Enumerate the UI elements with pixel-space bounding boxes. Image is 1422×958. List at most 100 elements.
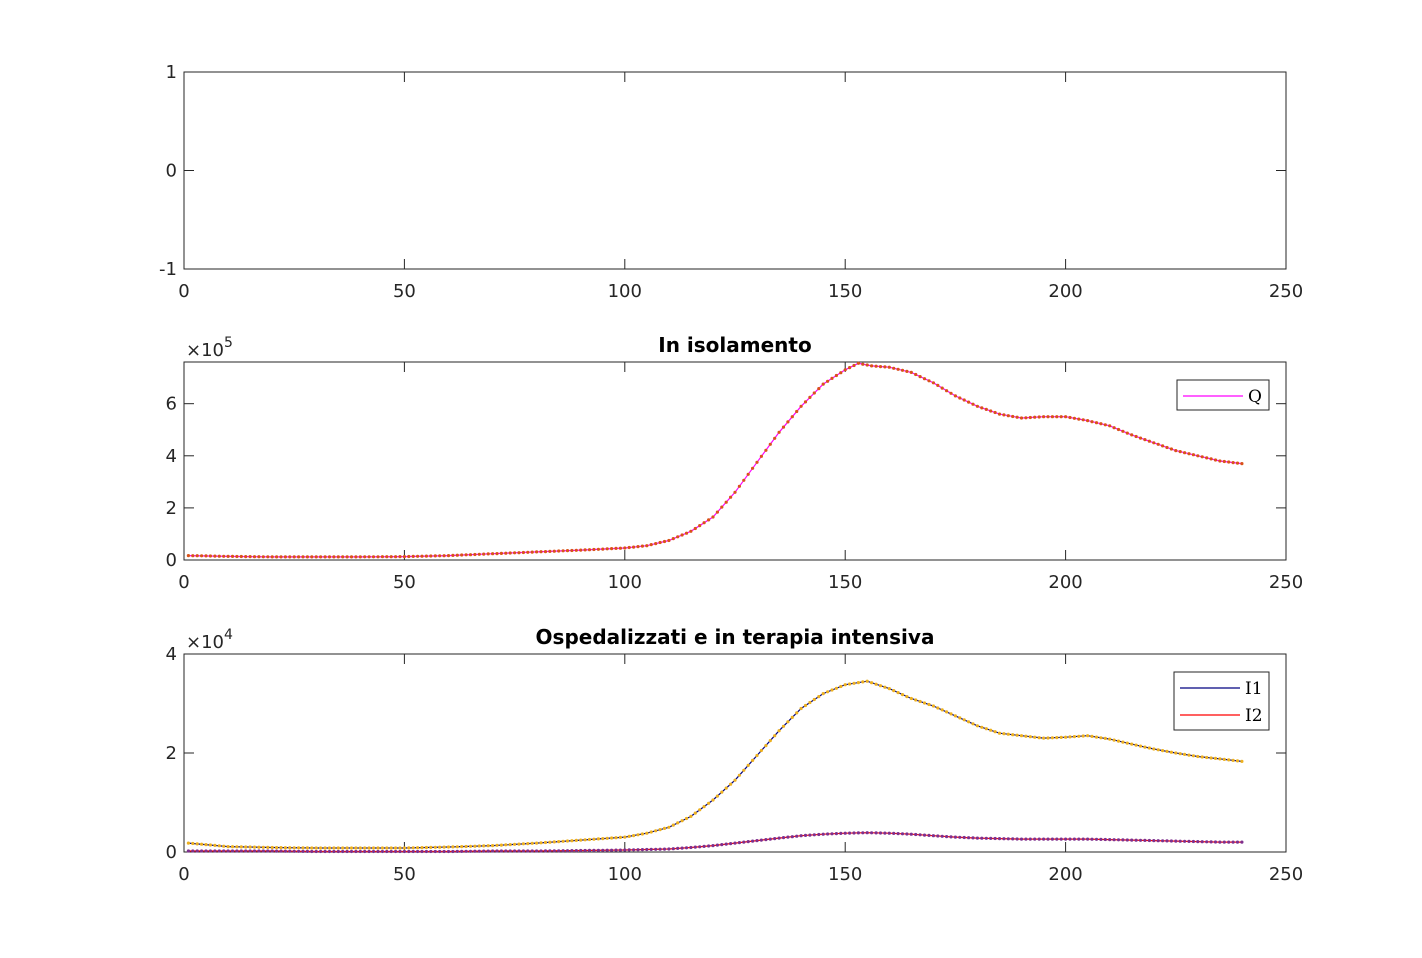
data-point [248,555,252,559]
data-point [438,845,442,849]
data-point [292,846,296,850]
data-point [883,831,887,835]
data-point [235,849,239,853]
data-point [967,400,971,404]
data-point [349,846,354,850]
data-point [543,550,548,554]
data-point [662,847,667,851]
data-point [270,849,274,853]
data-point [649,830,653,834]
data-point [195,842,199,846]
data-point [755,460,759,464]
data-point [812,833,816,837]
data-point [834,373,839,378]
data-point [742,478,746,482]
data-point [323,846,327,850]
data-point [729,495,733,499]
data-point [861,362,865,366]
data-point [1200,455,1204,459]
data-point [817,387,821,391]
data-point [649,543,653,547]
data-point [962,835,966,840]
x-tick-label: 50 [393,572,416,593]
data-point [186,849,190,853]
data-point [261,555,265,559]
data-point [310,849,314,854]
data-point [451,553,455,558]
data-point [1205,755,1209,760]
data-point [812,391,816,395]
data-point [1099,837,1103,842]
data-point [971,402,975,406]
data-point [773,837,777,841]
data-point [1138,744,1143,748]
data-point [464,849,468,853]
data-point [742,768,746,772]
data-point [936,834,940,838]
data-point [980,406,984,410]
data-point [808,833,812,837]
data-point [781,836,786,840]
data-point [755,839,759,843]
data-point [416,554,420,558]
data-point [645,544,649,548]
data-point [521,550,526,555]
data-point [1121,740,1125,744]
data-point [252,849,257,853]
data-point [442,554,446,558]
data-point [345,846,349,850]
data-point [640,832,645,836]
data-point [195,849,199,853]
data-point [570,839,574,843]
data-point [482,844,486,848]
data-point [345,849,349,854]
data-point [349,555,354,559]
x-tick-label: 250 [1269,864,1303,885]
data-point [301,849,305,854]
data-point [248,849,252,853]
data-point [676,821,680,825]
data-point [376,849,380,854]
data-point [341,846,345,850]
data-point [799,404,803,408]
data-point [530,841,534,845]
data-point [389,849,393,854]
data-point [1174,449,1178,453]
data-point [1213,840,1218,844]
data-point [1156,748,1160,752]
data-point [1033,837,1037,841]
data-point [843,683,847,687]
data-point [204,849,208,853]
data-point [896,691,900,695]
data-point [1130,433,1134,437]
data-point [363,849,367,854]
data-point [632,834,636,838]
data-point [411,846,415,850]
data-point [1165,749,1169,754]
data-point [191,554,195,558]
data-point [1134,838,1138,842]
data-point [358,849,362,854]
data-point [420,554,424,558]
data-point [579,848,583,853]
data-point [618,848,623,852]
data-point [389,846,393,850]
data-point [826,690,830,694]
data-point [208,554,212,558]
data-point [821,692,825,696]
x-tick-label: 150 [828,864,862,885]
data-point [1174,751,1178,755]
data-point [989,836,993,841]
data-point [222,849,226,853]
data-point [442,845,446,849]
data-point [191,849,195,853]
data-point [826,379,830,383]
data-point [1222,840,1226,844]
data-point [455,845,459,849]
data-point [654,829,658,833]
data-point [521,842,526,846]
data-point [605,848,609,852]
data-point [803,400,808,404]
data-point [892,366,896,370]
data-point [587,837,592,842]
